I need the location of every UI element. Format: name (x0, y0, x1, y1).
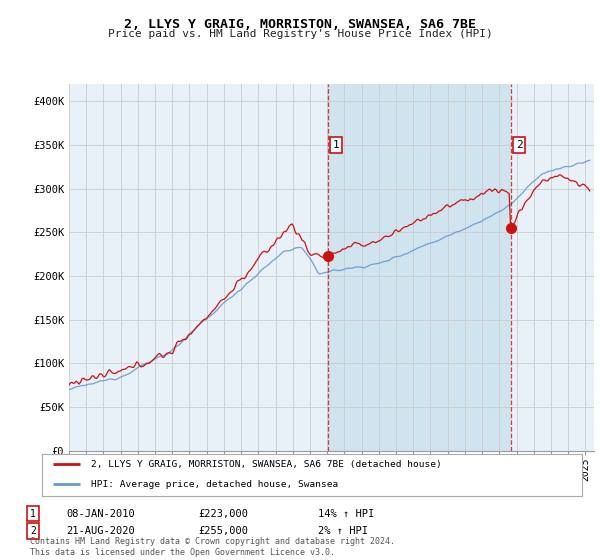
Text: Price paid vs. HM Land Registry's House Price Index (HPI): Price paid vs. HM Land Registry's House … (107, 29, 493, 39)
Text: 2: 2 (30, 526, 36, 536)
Text: 21-AUG-2020: 21-AUG-2020 (66, 526, 135, 536)
Text: 2, LLYS Y GRAIG, MORRISTON, SWANSEA, SA6 7BE: 2, LLYS Y GRAIG, MORRISTON, SWANSEA, SA6… (124, 18, 476, 31)
Bar (328, 84, 511, 451)
Text: HPI: Average price, detached house, Swansea: HPI: Average price, detached house, Swan… (91, 480, 338, 489)
Text: Contains HM Land Registry data © Crown copyright and database right 2024.
This d: Contains HM Land Registry data © Crown c… (30, 537, 395, 557)
Text: £223,000: £223,000 (198, 508, 248, 519)
Text: 1: 1 (30, 508, 36, 519)
Text: 14% ↑ HPI: 14% ↑ HPI (318, 508, 374, 519)
Text: 2: 2 (515, 140, 523, 150)
Text: 08-JAN-2010: 08-JAN-2010 (66, 508, 135, 519)
Text: £255,000: £255,000 (198, 526, 248, 536)
Text: 2, LLYS Y GRAIG, MORRISTON, SWANSEA, SA6 7BE (detached house): 2, LLYS Y GRAIG, MORRISTON, SWANSEA, SA6… (91, 460, 442, 469)
Text: 1: 1 (333, 140, 340, 150)
Text: 2% ↑ HPI: 2% ↑ HPI (318, 526, 368, 536)
